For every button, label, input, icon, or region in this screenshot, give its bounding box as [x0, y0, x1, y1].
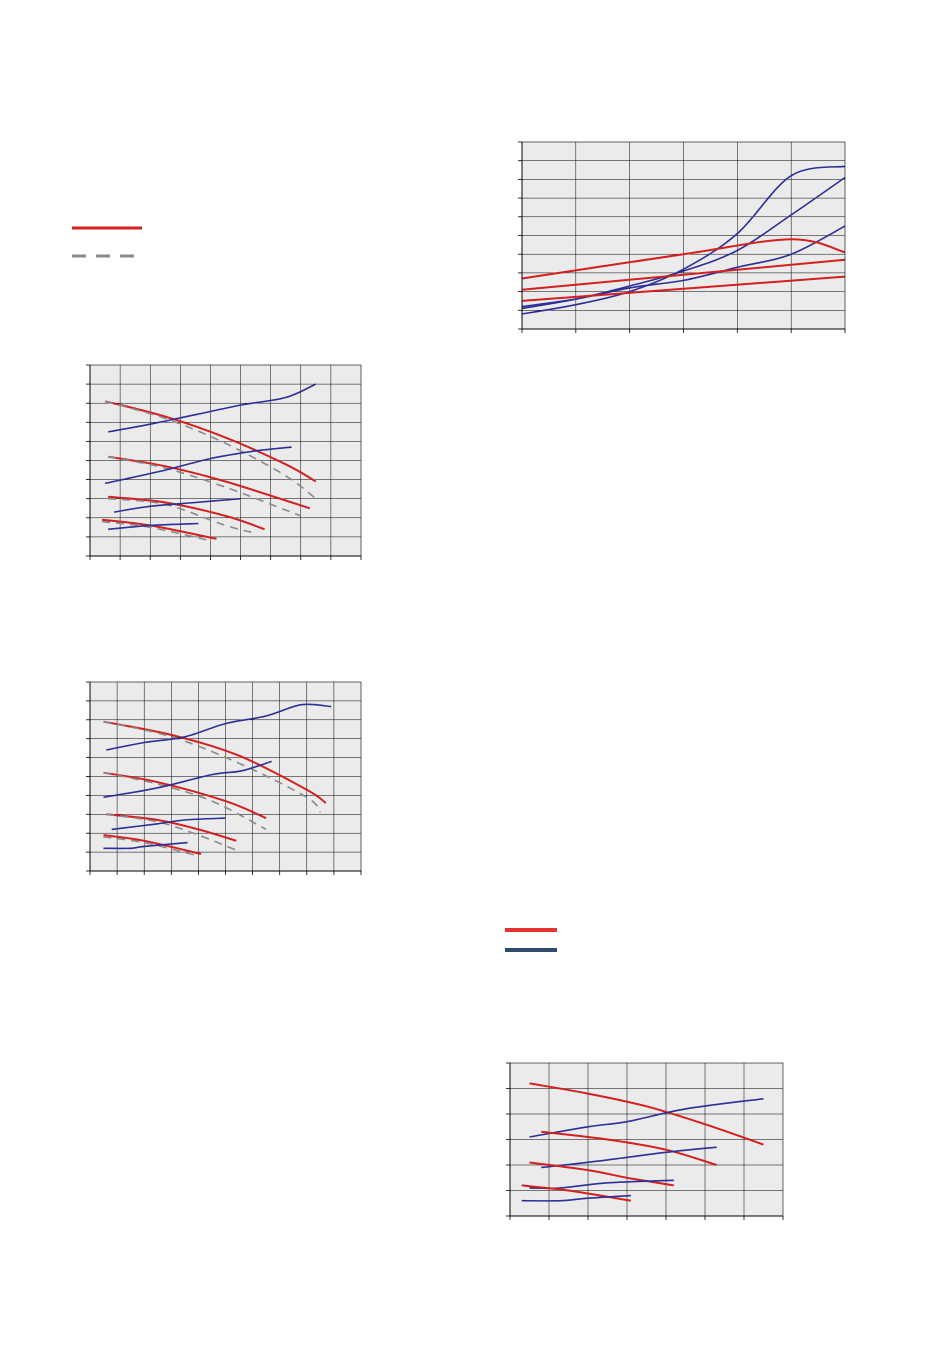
series-line-red-3	[541, 1130, 717, 1166]
series-line-red-7	[108, 495, 265, 531]
series-line-red-5	[529, 1161, 674, 1187]
chart-2	[86, 364, 362, 560]
series-line-blue-3	[521, 225, 846, 308]
series-line-red-4	[107, 455, 311, 510]
series-line-red-6	[521, 275, 846, 302]
series-line-red-4	[103, 771, 267, 820]
series-line-blue-3	[107, 383, 317, 433]
series-line-gray-dashed-5	[107, 455, 302, 517]
series-line-gray-dashed-8	[106, 813, 237, 851]
series-line-red-7	[521, 1184, 632, 1202]
series-line-red-7	[106, 813, 237, 842]
series-line-blue-9	[111, 817, 226, 831]
plot-border	[89, 681, 362, 872]
plot-border	[509, 1062, 784, 1217]
series-line-gray-dashed-11	[101, 520, 211, 542]
series-line-red-4	[521, 238, 846, 280]
legend-top-left	[72, 226, 142, 258]
series-line-blue-1	[521, 165, 846, 315]
legend-bottom-right	[505, 928, 557, 952]
series-line-red-5	[521, 258, 846, 291]
series-line-gray-dashed-11	[103, 836, 199, 857]
series-line-blue-4	[541, 1146, 717, 1169]
series-line-blue-3	[106, 703, 332, 751]
series-line-gray-dashed-8	[108, 497, 256, 534]
series-line-red-10	[103, 834, 202, 855]
plot-border	[521, 141, 846, 330]
series-line-blue-12	[103, 841, 188, 850]
plot-border	[89, 364, 362, 557]
series-line-blue-12	[108, 522, 199, 531]
series-line-red-1	[104, 400, 317, 483]
series-line-blue-6	[103, 760, 272, 799]
series-line-blue-6	[104, 446, 292, 485]
series-line-gray-dashed-5	[103, 771, 267, 831]
series-line-red-1	[103, 720, 327, 804]
chart-3	[86, 681, 362, 875]
series-line-red-1	[529, 1082, 764, 1146]
series-line-gray-dashed-2	[103, 720, 322, 813]
series-line-blue-2	[529, 1097, 764, 1138]
series-line-blue-9	[113, 497, 241, 513]
chart-1	[518, 141, 846, 333]
series-line-blue-8	[521, 1194, 631, 1202]
series-line-gray-dashed-2	[104, 400, 317, 500]
chart-4	[506, 1062, 784, 1220]
